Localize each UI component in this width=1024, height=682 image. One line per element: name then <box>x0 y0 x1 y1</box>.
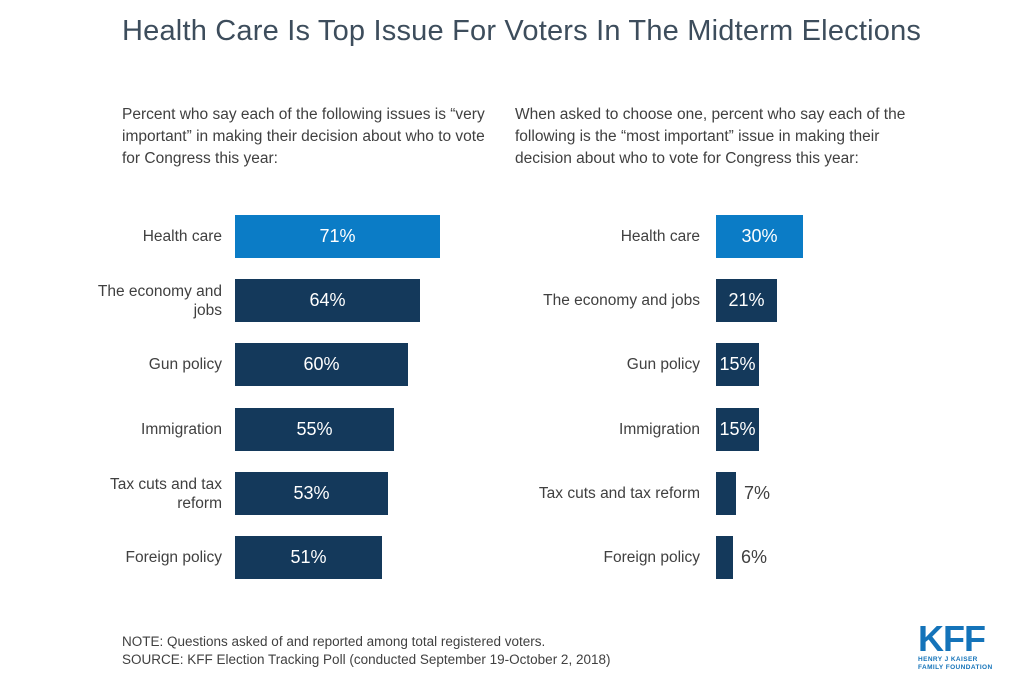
chart-row: Gun policy 60% <box>0 343 1024 386</box>
chart-row: Foreign policy 51% <box>0 536 1024 579</box>
chart-row: Health care 30% <box>0 215 1024 258</box>
kff-logo-subtext: HENRY J KAISER FAMILY FOUNDATION <box>918 656 1008 671</box>
category-label: Foreign policy <box>603 549 701 566</box>
bar-value-label: 64% <box>309 290 346 310</box>
bar-value-label: 6% <box>741 547 768 567</box>
bar-value-label: 15% <box>719 354 756 374</box>
chart-row: Foreign policy 6% <box>0 536 1024 579</box>
category-label: Immigration <box>619 421 700 438</box>
chart-row: Health care 71% <box>0 215 1024 258</box>
chart-row: The economy and jobs 21% <box>0 279 1024 322</box>
category-label: Gun policy <box>626 356 700 373</box>
note-text: NOTE: Questions asked of and reported am… <box>122 634 546 649</box>
category-label: Immigration <box>141 421 222 438</box>
chart-row: Immigration 15% <box>0 408 1024 451</box>
bar-segment: 51% <box>235 536 382 579</box>
left-chart-subtitle: Percent who say each of the following is… <box>122 106 485 167</box>
bar-value-label: 7% <box>744 483 771 503</box>
kff-logo: KFF HENRY J KAISER FAMILY FOUNDATION <box>918 618 1008 671</box>
bar-value-label: 55% <box>296 419 333 439</box>
category-label: Health care <box>620 228 700 245</box>
bar-segment: 64% <box>235 279 420 322</box>
bar-value-label: 15% <box>719 419 756 439</box>
bar-segment: 15% <box>716 408 759 451</box>
category-label: The economy and jobs <box>543 292 700 309</box>
chart-row: Gun policy 15% <box>0 343 1024 386</box>
footnotes: NOTE: Questions asked of and reported am… <box>122 633 610 669</box>
kff-logo-text: KFF <box>918 618 986 659</box>
bar-segment <box>716 536 733 579</box>
category-label: Foreign policy <box>125 549 223 566</box>
category-label: Tax cuts and tax reform <box>538 485 700 502</box>
category-label: The economy and jobs <box>97 282 222 319</box>
bar-segment: 60% <box>235 343 408 386</box>
bar-value-label: 30% <box>741 226 778 246</box>
bar-segment: 30% <box>716 215 803 258</box>
bar-value-label: 53% <box>293 483 330 503</box>
kff-logo-subtext-line2: FAMILY FOUNDATION <box>918 663 993 671</box>
bar-segment <box>716 472 736 515</box>
chart-row: Immigration 55% <box>0 408 1024 451</box>
bar-segment: 71% <box>235 215 440 258</box>
page-title: Health Care Is Top Issue For Voters In T… <box>122 15 922 47</box>
bar-value-label: 71% <box>319 226 356 246</box>
bar-value-label: 21% <box>728 290 765 310</box>
kff-logo-subtext-line1: HENRY J KAISER <box>918 656 978 663</box>
chart-row: The economy and jobs 64% <box>0 279 1024 322</box>
bar-segment: 53% <box>235 472 388 515</box>
bar-segment: 55% <box>235 408 394 451</box>
right-chart-subtitle: When asked to choose one, percent who sa… <box>515 106 906 167</box>
chart-row: Tax cuts and tax reform 7% <box>0 472 1024 515</box>
category-label: Health care <box>142 228 222 245</box>
bar-segment: 21% <box>716 279 777 322</box>
category-label: Tax cuts and tax reform <box>109 475 222 512</box>
category-label: Gun policy <box>148 356 222 373</box>
bar-segment: 15% <box>716 343 759 386</box>
bar-value-label: 51% <box>290 547 327 567</box>
source-text: SOURCE: KFF Election Tracking Poll (cond… <box>122 652 611 667</box>
chart-row: Tax cuts and tax reform 53% <box>0 472 1024 515</box>
bar-value-label: 60% <box>303 354 340 374</box>
